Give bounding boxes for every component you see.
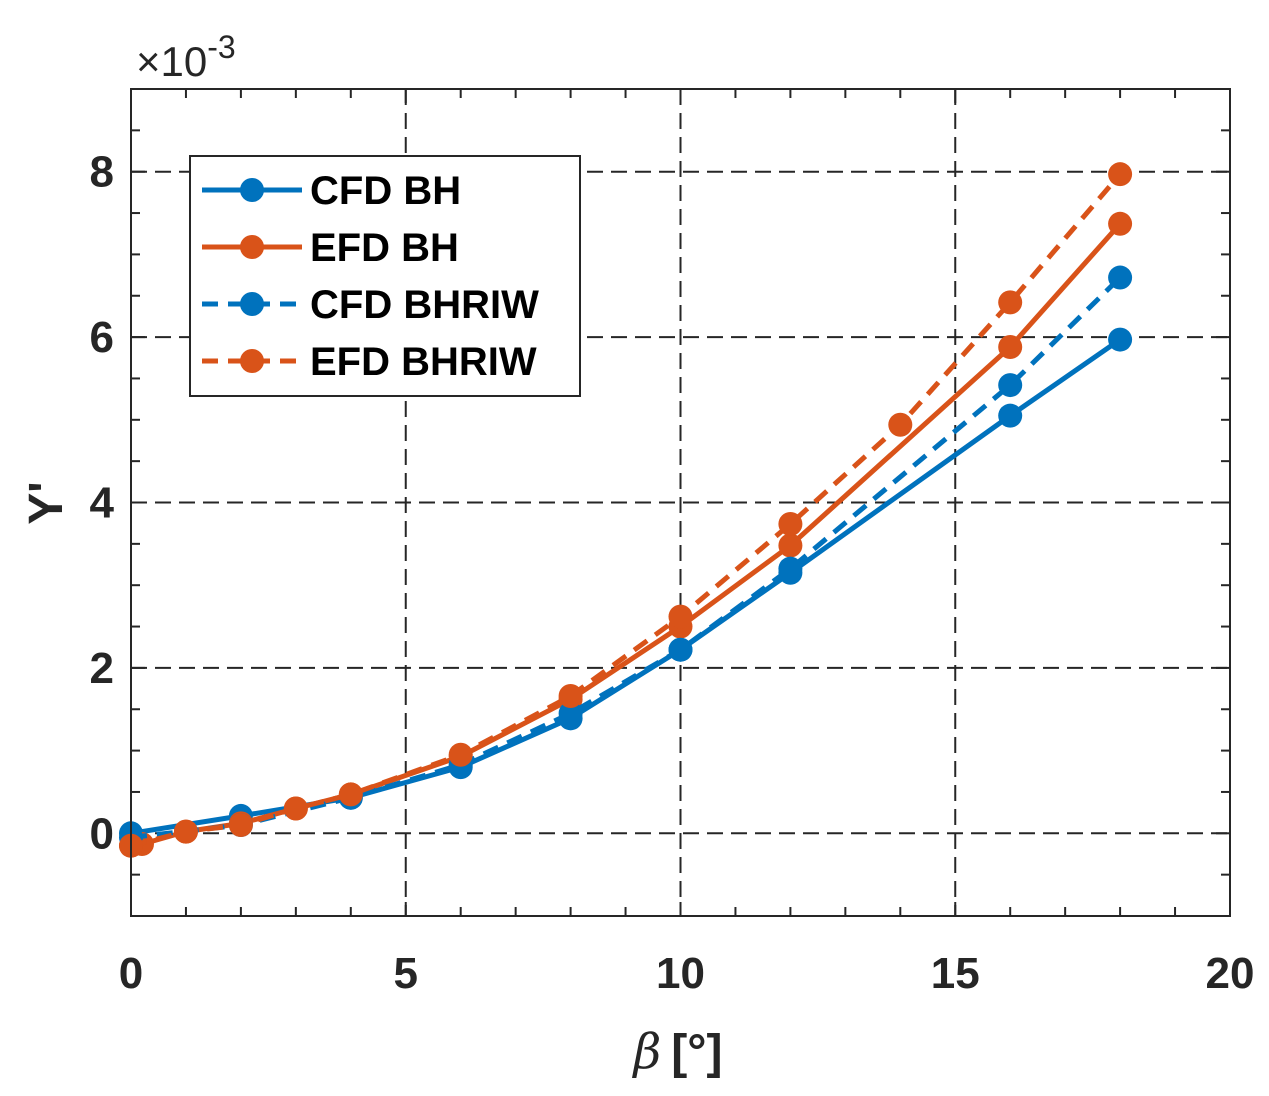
plot-frame (130, 88, 1231, 917)
x-axis-label: β [°] (632, 1024, 723, 1080)
series-efd-bhriw (119, 162, 1133, 858)
y-tick-label: 0 (90, 809, 114, 858)
x-axis-symbol: β (632, 1024, 662, 1080)
legend-marker (240, 235, 264, 259)
legend-entry: CFD BHRIW (202, 283, 539, 327)
data-point (888, 412, 913, 437)
data-point (338, 782, 363, 807)
series-line (130, 275, 1122, 840)
data-point (998, 290, 1023, 315)
series-layer (119, 162, 1133, 858)
minor-ticks (130, 88, 1231, 917)
y-tick-label: 2 (90, 644, 114, 693)
y-tick-label: 6 (90, 313, 114, 362)
data-point (283, 796, 308, 821)
data-point (998, 403, 1023, 428)
data-point (668, 637, 693, 662)
y-exponent-label: ×10-3 (136, 29, 236, 85)
data-point (558, 684, 583, 709)
data-point (778, 533, 803, 558)
x-axis-unit: [°] (671, 1026, 722, 1079)
legend-label: CFD BH (310, 169, 461, 213)
data-point (173, 819, 198, 844)
x-tick-label: 10 (656, 949, 705, 998)
data-point (1108, 265, 1133, 290)
legend-entry: CFD BH (202, 169, 461, 213)
data-point (448, 742, 473, 767)
data-point (1108, 327, 1133, 352)
y-tick-label: 4 (90, 479, 115, 528)
data-point (778, 556, 803, 581)
legend-marker (240, 292, 264, 316)
data-point (558, 701, 583, 726)
svg-text:β[°]: β [°] (632, 1024, 723, 1080)
data-point (1108, 162, 1133, 187)
legend-marker (240, 349, 264, 373)
y-tick-label: 8 (90, 148, 114, 197)
x-tick-label: 0 (119, 949, 143, 998)
legend-entry: EFD BH (202, 226, 459, 270)
series-line (130, 172, 1122, 849)
legend-label: EFD BH (310, 226, 459, 270)
tick-labels: 0 5 10 15 20 0 2 4 6 8 (90, 148, 1255, 998)
data-point (778, 512, 803, 537)
legend-label: EFD BHRIW (310, 340, 537, 384)
y-axis-label: Y' (20, 481, 73, 524)
legend: CFD BH EFD BH CFD BHRIW EFD BHRIW (189, 155, 581, 397)
x-tick-label: 15 (931, 949, 980, 998)
x-tick-label: 20 (1206, 949, 1255, 998)
data-point (998, 335, 1023, 360)
legend-label: CFD BHRIW (310, 283, 539, 327)
legend-entry: EFD BHRIW (202, 340, 537, 384)
data-point (1108, 211, 1133, 236)
data-point (668, 604, 693, 629)
x-tick-label: 5 (394, 949, 418, 998)
data-point (228, 813, 253, 838)
legend-marker (240, 178, 264, 202)
data-point (998, 373, 1023, 398)
